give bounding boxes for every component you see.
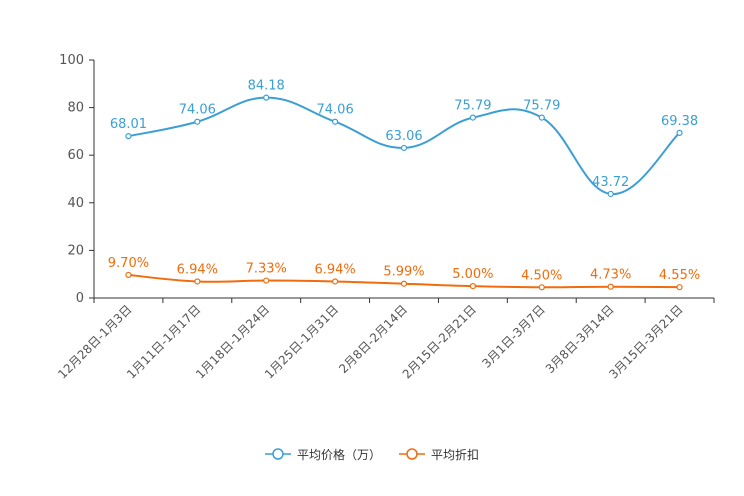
x-tick-label: 12月28日-1月3日 — [55, 302, 134, 381]
y-tick-label: 80 — [67, 101, 84, 116]
data-point[interactable] — [263, 94, 270, 101]
x-tick-label: 3月8日-3月14日 — [543, 302, 617, 376]
legend: 平均价格（万） 平均折扣 — [0, 444, 744, 464]
data-point[interactable] — [332, 118, 339, 125]
legend-item-discount[interactable]: 平均折扣 — [399, 446, 479, 463]
data-point[interactable] — [400, 280, 408, 287]
x-tick-label: 2月8日-2月14日 — [336, 302, 410, 376]
data-point[interactable] — [263, 277, 270, 284]
legend-price-label: 平均价格（万） — [296, 447, 381, 462]
data-label: 69.38 — [661, 114, 698, 129]
data-label: 4.73% — [590, 268, 631, 283]
legend-discount-icon — [399, 448, 425, 460]
x-tick-label: 2月15日-2月21日 — [400, 302, 479, 381]
y-axis: 0 20 40 60 80 100 — [59, 53, 95, 306]
data-label: 4.50% — [521, 268, 562, 283]
y-tick-label: 60 — [67, 148, 84, 163]
data-label: 84.18 — [248, 79, 285, 94]
legend-discount-label: 平均折扣 — [431, 447, 480, 462]
x-tick-label: 1月11日-1月17日 — [124, 302, 203, 381]
series-layer: 68.01 74.06 84.18 74.06 63.06 75.79 75.79 43.72… — [108, 79, 700, 291]
data-point[interactable] — [332, 278, 339, 285]
data-label: 75.79 — [454, 99, 491, 114]
x-tick-label: 1月18日-1月24日 — [193, 302, 272, 381]
y-tick-label: 40 — [67, 196, 84, 211]
data-point[interactable] — [607, 190, 614, 198]
data-point[interactable] — [469, 283, 476, 290]
data-point[interactable] — [469, 114, 476, 121]
series-0: 68.01 74.06 84.18 74.06 63.06 75.79 75.79 43.72… — [110, 79, 698, 198]
x-tick-label: 1月25日-1月31日 — [262, 302, 341, 381]
data-point[interactable] — [607, 283, 614, 290]
data-point[interactable] — [194, 118, 201, 125]
data-point[interactable] — [676, 284, 683, 291]
legend-price-icon — [264, 448, 291, 460]
data-label: 43.72 — [592, 175, 629, 190]
data-label: 7.33% — [246, 262, 287, 277]
legend-item-price[interactable]: 平均价格（万） — [264, 446, 381, 463]
data-label: 5.00% — [452, 267, 493, 282]
data-point[interactable] — [125, 271, 132, 279]
data-label: 63.06 — [385, 129, 422, 144]
series-line — [128, 96, 681, 195]
x-axis: 12月28日-1月3日1月11日-1月17日1月18日-1月24日1月25日-1… — [55, 297, 715, 382]
data-point[interactable] — [194, 278, 201, 285]
data-label: 75.79 — [523, 99, 560, 114]
data-label: 5.99% — [383, 265, 424, 280]
x-tick-label: 3月15日-3月21日 — [606, 302, 685, 381]
data-label: 6.94% — [314, 262, 355, 277]
data-point[interactable] — [538, 114, 545, 121]
y-tick-label: 20 — [67, 243, 84, 258]
data-label: 6.94% — [177, 262, 218, 277]
data-label: 9.70% — [108, 256, 149, 271]
y-tick-label: 100 — [59, 53, 84, 68]
data-point[interactable] — [538, 284, 545, 291]
data-point[interactable] — [400, 144, 408, 152]
x-tick-label: 3月1日-3月7日 — [479, 302, 548, 371]
data-label: 68.01 — [110, 117, 147, 132]
series-1: 9.70% 6.94% 7.33% 6.94% 5.99% 5.00% 4.50% 4.73%… — [108, 256, 700, 291]
data-point[interactable] — [676, 129, 683, 136]
data-label: 74.06 — [317, 103, 354, 118]
data-point[interactable] — [125, 133, 132, 140]
data-label: 74.06 — [179, 103, 216, 118]
data-label: 4.55% — [659, 268, 700, 283]
y-tick-label: 0 — [76, 291, 84, 306]
